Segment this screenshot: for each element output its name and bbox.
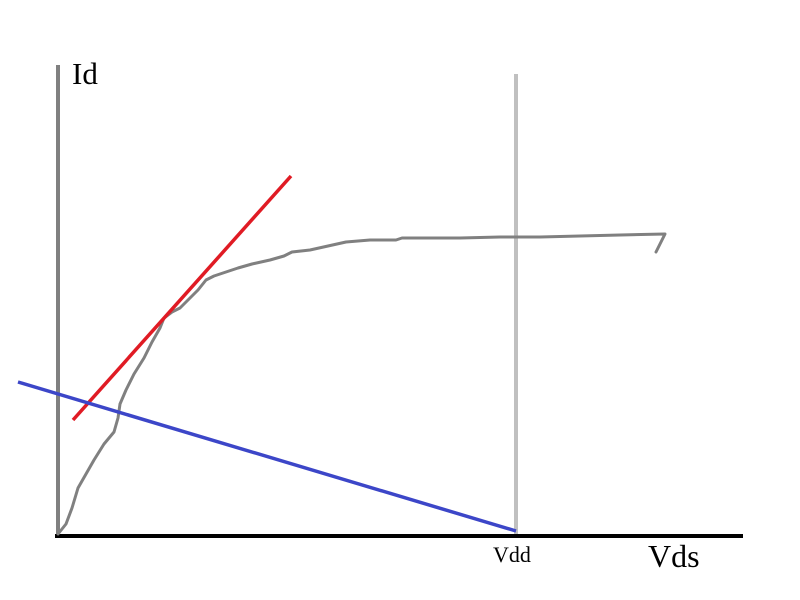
tangent-line (71, 174, 293, 422)
iv-curve (56, 232, 667, 536)
y-axis-label: Id (72, 56, 98, 91)
load-line (17, 380, 517, 533)
x-axis-label: Vds (648, 538, 700, 574)
vdd-label: Vdd (493, 542, 531, 567)
